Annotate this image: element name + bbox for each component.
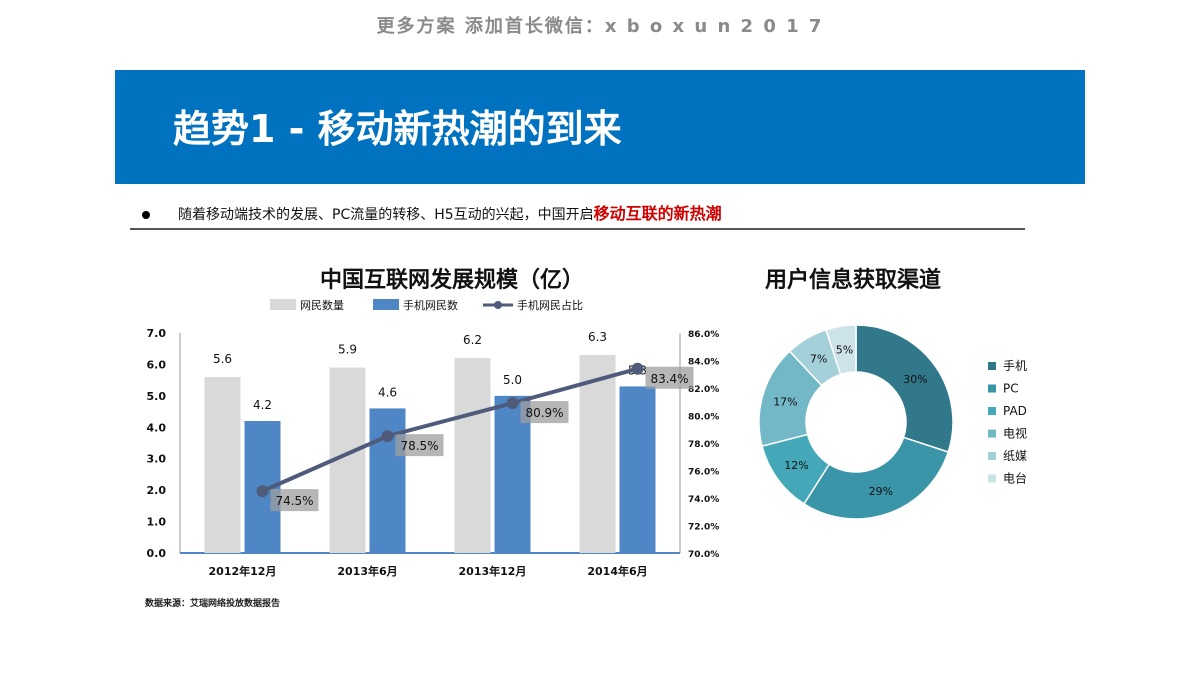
right-axis-tick: 72.0% [688, 523, 719, 533]
bar-total-users [329, 367, 366, 553]
bar-mobile-label: 4.6 [378, 385, 397, 399]
mobile-share-label: 74.5% [275, 494, 313, 508]
donut-value-label: 30% [903, 373, 927, 386]
bar-total-label: 6.3 [588, 330, 607, 344]
right-axis-tick: 82.0% [688, 385, 719, 395]
left-axis-tick: 3.0 [147, 453, 167, 466]
donut-legend-label: PAD [1003, 404, 1027, 418]
bar-mobile-users [369, 408, 406, 553]
left-axis-tick: 1.0 [147, 516, 167, 529]
bar-mobile-users [494, 395, 531, 553]
bar-mobile-label: 5.3 [628, 363, 647, 377]
right-axis-tick: 74.0% [688, 495, 719, 505]
bullet-text: 随着移动端技术的发展、PC流量的转移、H5互动的兴起，中国开启 [178, 207, 594, 223]
donut-legend-label: 电视 [1003, 426, 1027, 441]
bar-total-label: 5.6 [213, 352, 232, 366]
donut-slice [855, 324, 954, 453]
donut-value-label: 5% [836, 343, 853, 356]
title-banner: 趋势1 - 移动新热潮的到来 [115, 70, 1085, 184]
donut-slice [802, 436, 950, 520]
page-title: 趋势1 - 移动新热潮的到来 [173, 107, 622, 151]
mobile-share-label: 83.4% [650, 372, 688, 386]
bar-total-users [454, 358, 491, 553]
data-label-box [270, 489, 319, 512]
bar-mobile-label: 5.0 [503, 373, 522, 387]
left-axis-tick: 6.0 [147, 358, 167, 371]
x-axis-tick: 2012年12月 [209, 564, 277, 578]
donut-slice [825, 324, 857, 376]
bullet-dot-icon [142, 211, 150, 219]
donut-value-label: 7% [810, 353, 827, 366]
mobile-share-label: 78.5% [400, 439, 438, 453]
donut-slice [788, 328, 842, 387]
bar-total-label: 5.9 [338, 343, 357, 357]
right-axis-tick: 84.0% [688, 358, 719, 368]
bar-total-users [204, 377, 241, 553]
right-axis-tick: 76.0% [688, 468, 719, 478]
left-axis-tick: 0.0 [147, 547, 167, 560]
right-axis-tick: 78.0% [688, 440, 719, 450]
legend-swatch [270, 299, 296, 310]
bullet-point: 随着移动端技术的发展、PC流量的转移、H5互动的兴起，中国开启移动互联的新热潮 [142, 200, 722, 224]
donut-slice [758, 350, 823, 448]
legend-label: 手机网民占比 [517, 298, 583, 312]
donut-legend-label: 纸媒 [1003, 449, 1027, 463]
right-axis-tick: 86.0% [688, 330, 719, 340]
donut-legend-swatch [988, 362, 996, 370]
legend-marker [494, 301, 502, 309]
data-label-box [645, 366, 694, 389]
legend-swatch [373, 299, 399, 310]
bar-total-label: 6.2 [463, 333, 482, 347]
x-axis-tick: 2014年6月 [587, 564, 647, 578]
right-axis-tick: 80.0% [688, 413, 719, 423]
donut-value-label: 29% [869, 485, 893, 498]
bar-mobile-users [244, 421, 281, 553]
data-label-box [395, 434, 444, 457]
left-axis-tick: 4.0 [147, 421, 167, 434]
donut-legend-swatch [988, 429, 996, 438]
mobile-share-line [261, 366, 639, 493]
left-axis-tick: 2.0 [147, 484, 167, 497]
mobile-share-point [631, 362, 644, 375]
donut-legend-swatch [988, 407, 996, 415]
x-axis-tick: 2013年6月 [337, 564, 397, 578]
donut-legend-swatch [988, 474, 996, 483]
donut-legend-label: 电台 [1003, 471, 1027, 486]
donut-chart-title: 用户信息获取渠道 [765, 268, 942, 293]
left-axis-tick: 5.0 [147, 390, 167, 403]
bullet-highlight: 移动互联的新热潮 [593, 204, 722, 223]
divider-line [130, 228, 1025, 230]
donut-value-label: 17% [773, 395, 797, 408]
bar-mobile-users [619, 386, 656, 553]
bar-mobile-label: 4.2 [253, 398, 272, 412]
donut-slice [761, 433, 831, 505]
source-note: 数据来源：艾瑞网络投放数据报告 [145, 599, 281, 609]
donut-legend-label: PC [1003, 382, 1019, 396]
donut-legend-swatch [988, 384, 996, 393]
mobile-share-label: 80.9% [525, 406, 563, 420]
left-axis-tick: 7.0 [147, 327, 167, 340]
x-axis-tick: 2013年12月 [459, 564, 527, 578]
donut-legend-label: 手机 [1003, 359, 1027, 373]
data-label-box [520, 401, 569, 424]
donut-legend-swatch [988, 452, 996, 460]
contact-note: 更多方案 添加首长微信：x b o x u n 2 0 1 7 [376, 16, 824, 37]
bar-total-users [579, 355, 616, 553]
legend-label: 网民数量 [300, 299, 344, 312]
mobile-share-point [506, 397, 519, 410]
bar-chart-title: 中国互联网发展规模（亿） [320, 268, 585, 293]
donut-value-label: 12% [784, 459, 808, 472]
mobile-share-point [256, 485, 269, 498]
mobile-share-point [381, 430, 394, 443]
right-axis-tick: 70.0% [688, 550, 719, 560]
legend-label: 手机网民数 [403, 298, 458, 312]
